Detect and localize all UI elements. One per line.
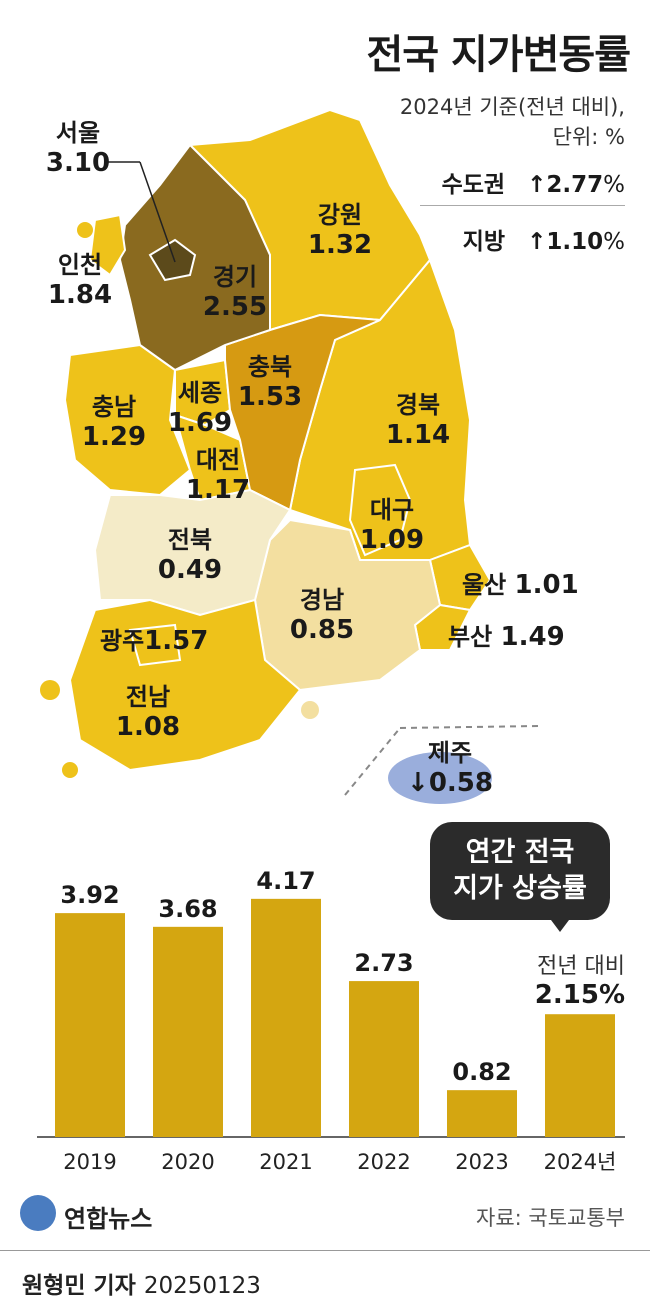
yonhap-logo-text: 연합뉴스	[64, 1205, 153, 1233]
summary-regional-unit: %	[603, 229, 625, 255]
region-sejong	[174, 358, 232, 427]
seoul-leader-line	[139, 161, 176, 263]
x-tick-label: 2020	[161, 1150, 214, 1174]
summary-regional-value: 1.10	[546, 229, 604, 255]
summary-capital-unit: %	[603, 172, 625, 198]
region-label-seoul: 서울 3.10	[45, 119, 111, 178]
bar-chart: 3.92 2019 3.68 2020 4.17 2021 2.73 2022 0.82 2023…	[37, 867, 625, 1174]
summary-capital: 수도권 ↑2.77%	[420, 165, 625, 206]
bar-value-label: 0.82	[452, 1058, 511, 1086]
region-label-daejeon: 대전 1.17	[185, 446, 251, 505]
bar-value-label: 2.73	[354, 949, 413, 977]
divider	[0, 1250, 650, 1251]
region-label-chungbuk: 충북 1.53	[237, 353, 303, 412]
yonhap-logo-icon	[20, 1195, 56, 1231]
summary-regional: 지방 ↑1.10%	[420, 222, 625, 262]
summary-capital-label: 수도권	[441, 172, 506, 198]
region-jeju	[388, 752, 492, 804]
arrow-up-icon: ↑	[527, 229, 547, 255]
byline: 원형민 기자 20250123	[22, 1266, 261, 1300]
x-tick-label: 2021	[259, 1150, 312, 1174]
region-label-ulsan: 울산 1.01	[462, 570, 579, 600]
island	[301, 701, 319, 719]
region-jeonbuk	[93, 488, 292, 617]
arrow-up-icon: ↑	[527, 172, 547, 198]
bar-value-label: 4.17	[256, 867, 315, 895]
source-note: 자료: 국토교통부	[476, 1206, 625, 1230]
jeju-divider	[399, 725, 541, 729]
region-label-jeonnam: 전남 1.08	[115, 683, 181, 742]
page-title: 전국 지가변동률	[366, 32, 631, 78]
callout-bubble: 연간 전국 지가 상승률	[430, 822, 610, 920]
region-seoul	[148, 238, 197, 282]
bar-value-label: 3.68	[158, 895, 217, 923]
yoy-label: 전년 대비	[537, 954, 625, 979]
bar-2023	[447, 1090, 517, 1137]
x-tick-label: 2022	[357, 1150, 410, 1174]
bar-2020	[153, 926, 223, 1137]
island	[40, 680, 60, 700]
region-label-gyeonggi: 경기 2.55	[202, 263, 268, 322]
x-tick-label: 2023	[455, 1150, 508, 1174]
region-incheon	[88, 213, 127, 277]
region-label-incheon: 인천 1.84	[47, 251, 113, 310]
region-label-gyeongbuk: 경북 1.14	[385, 391, 451, 450]
region-label-chungnam: 충남 1.29	[81, 393, 147, 452]
basis-line1: 2024년 기준(전년 대비),	[399, 95, 625, 119]
region-label-sejong: 세종 1.69	[167, 379, 233, 438]
callout-line2: 지가 상승률	[453, 873, 587, 904]
bar-2024년	[545, 1014, 615, 1137]
date: 20250123	[143, 1273, 261, 1299]
callout-line1: 연간 전국	[465, 837, 575, 868]
region-label-jeonbuk: 전북 0.49	[157, 526, 223, 585]
region-label-gwangju: 광주1.57	[100, 626, 209, 656]
bar-2019	[55, 913, 125, 1137]
region-daegu	[348, 463, 412, 557]
basis-line2: 단위: %	[552, 125, 625, 149]
summary-regional-label: 지방	[462, 229, 506, 255]
x-tick-label: 2024년	[544, 1150, 617, 1174]
bar-2021	[251, 898, 321, 1137]
region-chungbuk	[224, 313, 381, 512]
yoy-value: 2.15%	[534, 980, 625, 1010]
region-label-jeju: 제주 ↓0.58	[407, 739, 493, 798]
basis-note: 2024년 기준(전년 대비), 단위: %	[300, 92, 625, 152]
region-label-gyeongnam: 경남 0.85	[289, 586, 355, 645]
reporter: 원형민 기자	[22, 1273, 136, 1299]
region-gwangju	[128, 623, 182, 667]
island	[62, 762, 78, 778]
bar-value-label: 3.92	[60, 881, 119, 909]
summary-capital-value: 2.77	[546, 172, 604, 198]
region-label-daegu: 대구 1.09	[359, 496, 425, 555]
island	[77, 222, 93, 238]
jeju-divider	[344, 727, 401, 796]
callout-tail	[548, 916, 572, 932]
region-label-gangwon: 강원 1.32	[307, 201, 373, 260]
korea-map	[40, 110, 541, 804]
bar-2022	[349, 981, 419, 1137]
x-tick-label: 2019	[63, 1150, 116, 1174]
region-label-busan: 부산 1.49	[448, 622, 565, 652]
region-jeonnam	[68, 598, 302, 772]
